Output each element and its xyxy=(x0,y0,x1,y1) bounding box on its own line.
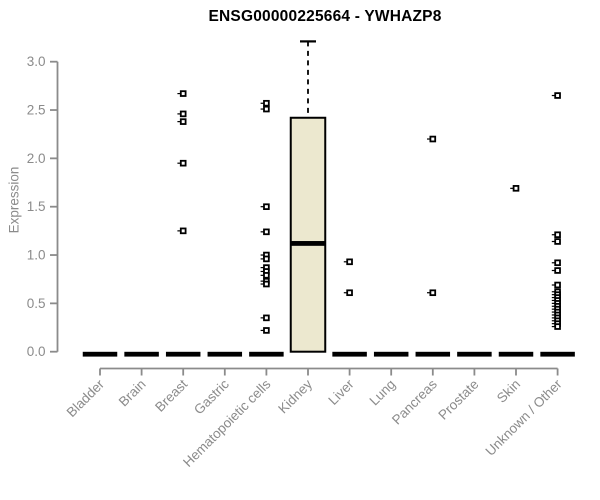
iqr-box xyxy=(289,116,327,353)
median-line xyxy=(124,351,159,357)
boxplot-liver xyxy=(332,258,367,357)
median-line xyxy=(457,351,492,357)
outlier-point xyxy=(263,228,270,236)
outlier-point xyxy=(179,118,187,125)
boxplot-hematopoietic-cells xyxy=(249,99,284,357)
median-line xyxy=(82,351,118,357)
category-label: Gastric xyxy=(191,376,232,417)
outlier-point xyxy=(179,90,187,97)
outlier-point xyxy=(263,99,270,107)
outlier-point xyxy=(554,323,561,330)
category-label: Brain xyxy=(116,377,149,410)
outlier-point xyxy=(179,227,187,235)
category-label: Bladder xyxy=(64,376,108,420)
y-tick-label: 1.5 xyxy=(27,199,46,214)
boxplot-brain xyxy=(124,351,159,357)
category-label: Pancreas xyxy=(389,376,440,427)
outlier-point xyxy=(263,327,270,334)
outlier-point xyxy=(429,135,437,143)
outlier-point xyxy=(554,231,561,239)
y-tick-label: 0.5 xyxy=(27,296,46,311)
chart-title: ENSG00000225664 - YWHAZP8 xyxy=(208,8,442,25)
boxplot-unknown-other xyxy=(540,92,575,357)
outlier-point xyxy=(429,289,437,297)
median-line xyxy=(249,351,284,357)
y-tick-label: 2.0 xyxy=(27,151,46,166)
category-label: Unknown / Other xyxy=(482,376,565,459)
median-line xyxy=(165,351,201,357)
boxplot-pancreas xyxy=(415,135,451,357)
category-label: Prostate xyxy=(435,377,481,423)
outlier-point xyxy=(179,110,187,118)
outlier-point xyxy=(263,272,270,279)
outlier-point xyxy=(263,203,270,210)
median-line xyxy=(207,351,243,357)
category-label: Liver xyxy=(325,376,357,408)
outlier-point xyxy=(346,258,353,266)
boxplot-gastric xyxy=(207,351,243,357)
y-tick-label: 2.5 xyxy=(27,103,46,118)
y-axis: 0.0 0.5 1.0 1.5 2.0 2.5 3.0 xyxy=(27,54,59,359)
outlier-point xyxy=(263,280,270,288)
median-line xyxy=(540,351,575,357)
boxplot-lung xyxy=(373,351,409,357)
outlier-point xyxy=(263,314,270,322)
outlier-point xyxy=(554,259,561,267)
outlier-point xyxy=(346,289,353,297)
boxplot-kidney xyxy=(289,40,327,353)
outlier-point xyxy=(554,92,561,99)
boxplot-bladder xyxy=(82,351,118,357)
outlier-point xyxy=(263,255,270,263)
outlier-point xyxy=(179,159,187,167)
median-line xyxy=(498,351,534,357)
y-tick-label: 3.0 xyxy=(27,54,46,69)
boxplot-skin xyxy=(498,185,534,357)
outlier-point xyxy=(554,281,561,289)
median-line xyxy=(415,351,451,357)
category-label: Skin xyxy=(494,377,523,406)
boxplot-breast xyxy=(165,90,201,357)
category-label: Breast xyxy=(152,376,190,414)
outlier-point xyxy=(554,238,561,245)
median-line xyxy=(290,241,326,246)
boxplot-prostate xyxy=(457,351,492,357)
outlier-point xyxy=(512,185,520,192)
outlier-point xyxy=(554,267,561,274)
median-line xyxy=(373,351,409,357)
outlier-point xyxy=(263,105,270,113)
median-line xyxy=(332,351,367,357)
category-label: Kidney xyxy=(275,376,315,416)
y-tick-label: 0.0 xyxy=(27,344,46,359)
y-tick-label: 1.0 xyxy=(27,248,46,263)
category-label: Lung xyxy=(366,377,398,409)
